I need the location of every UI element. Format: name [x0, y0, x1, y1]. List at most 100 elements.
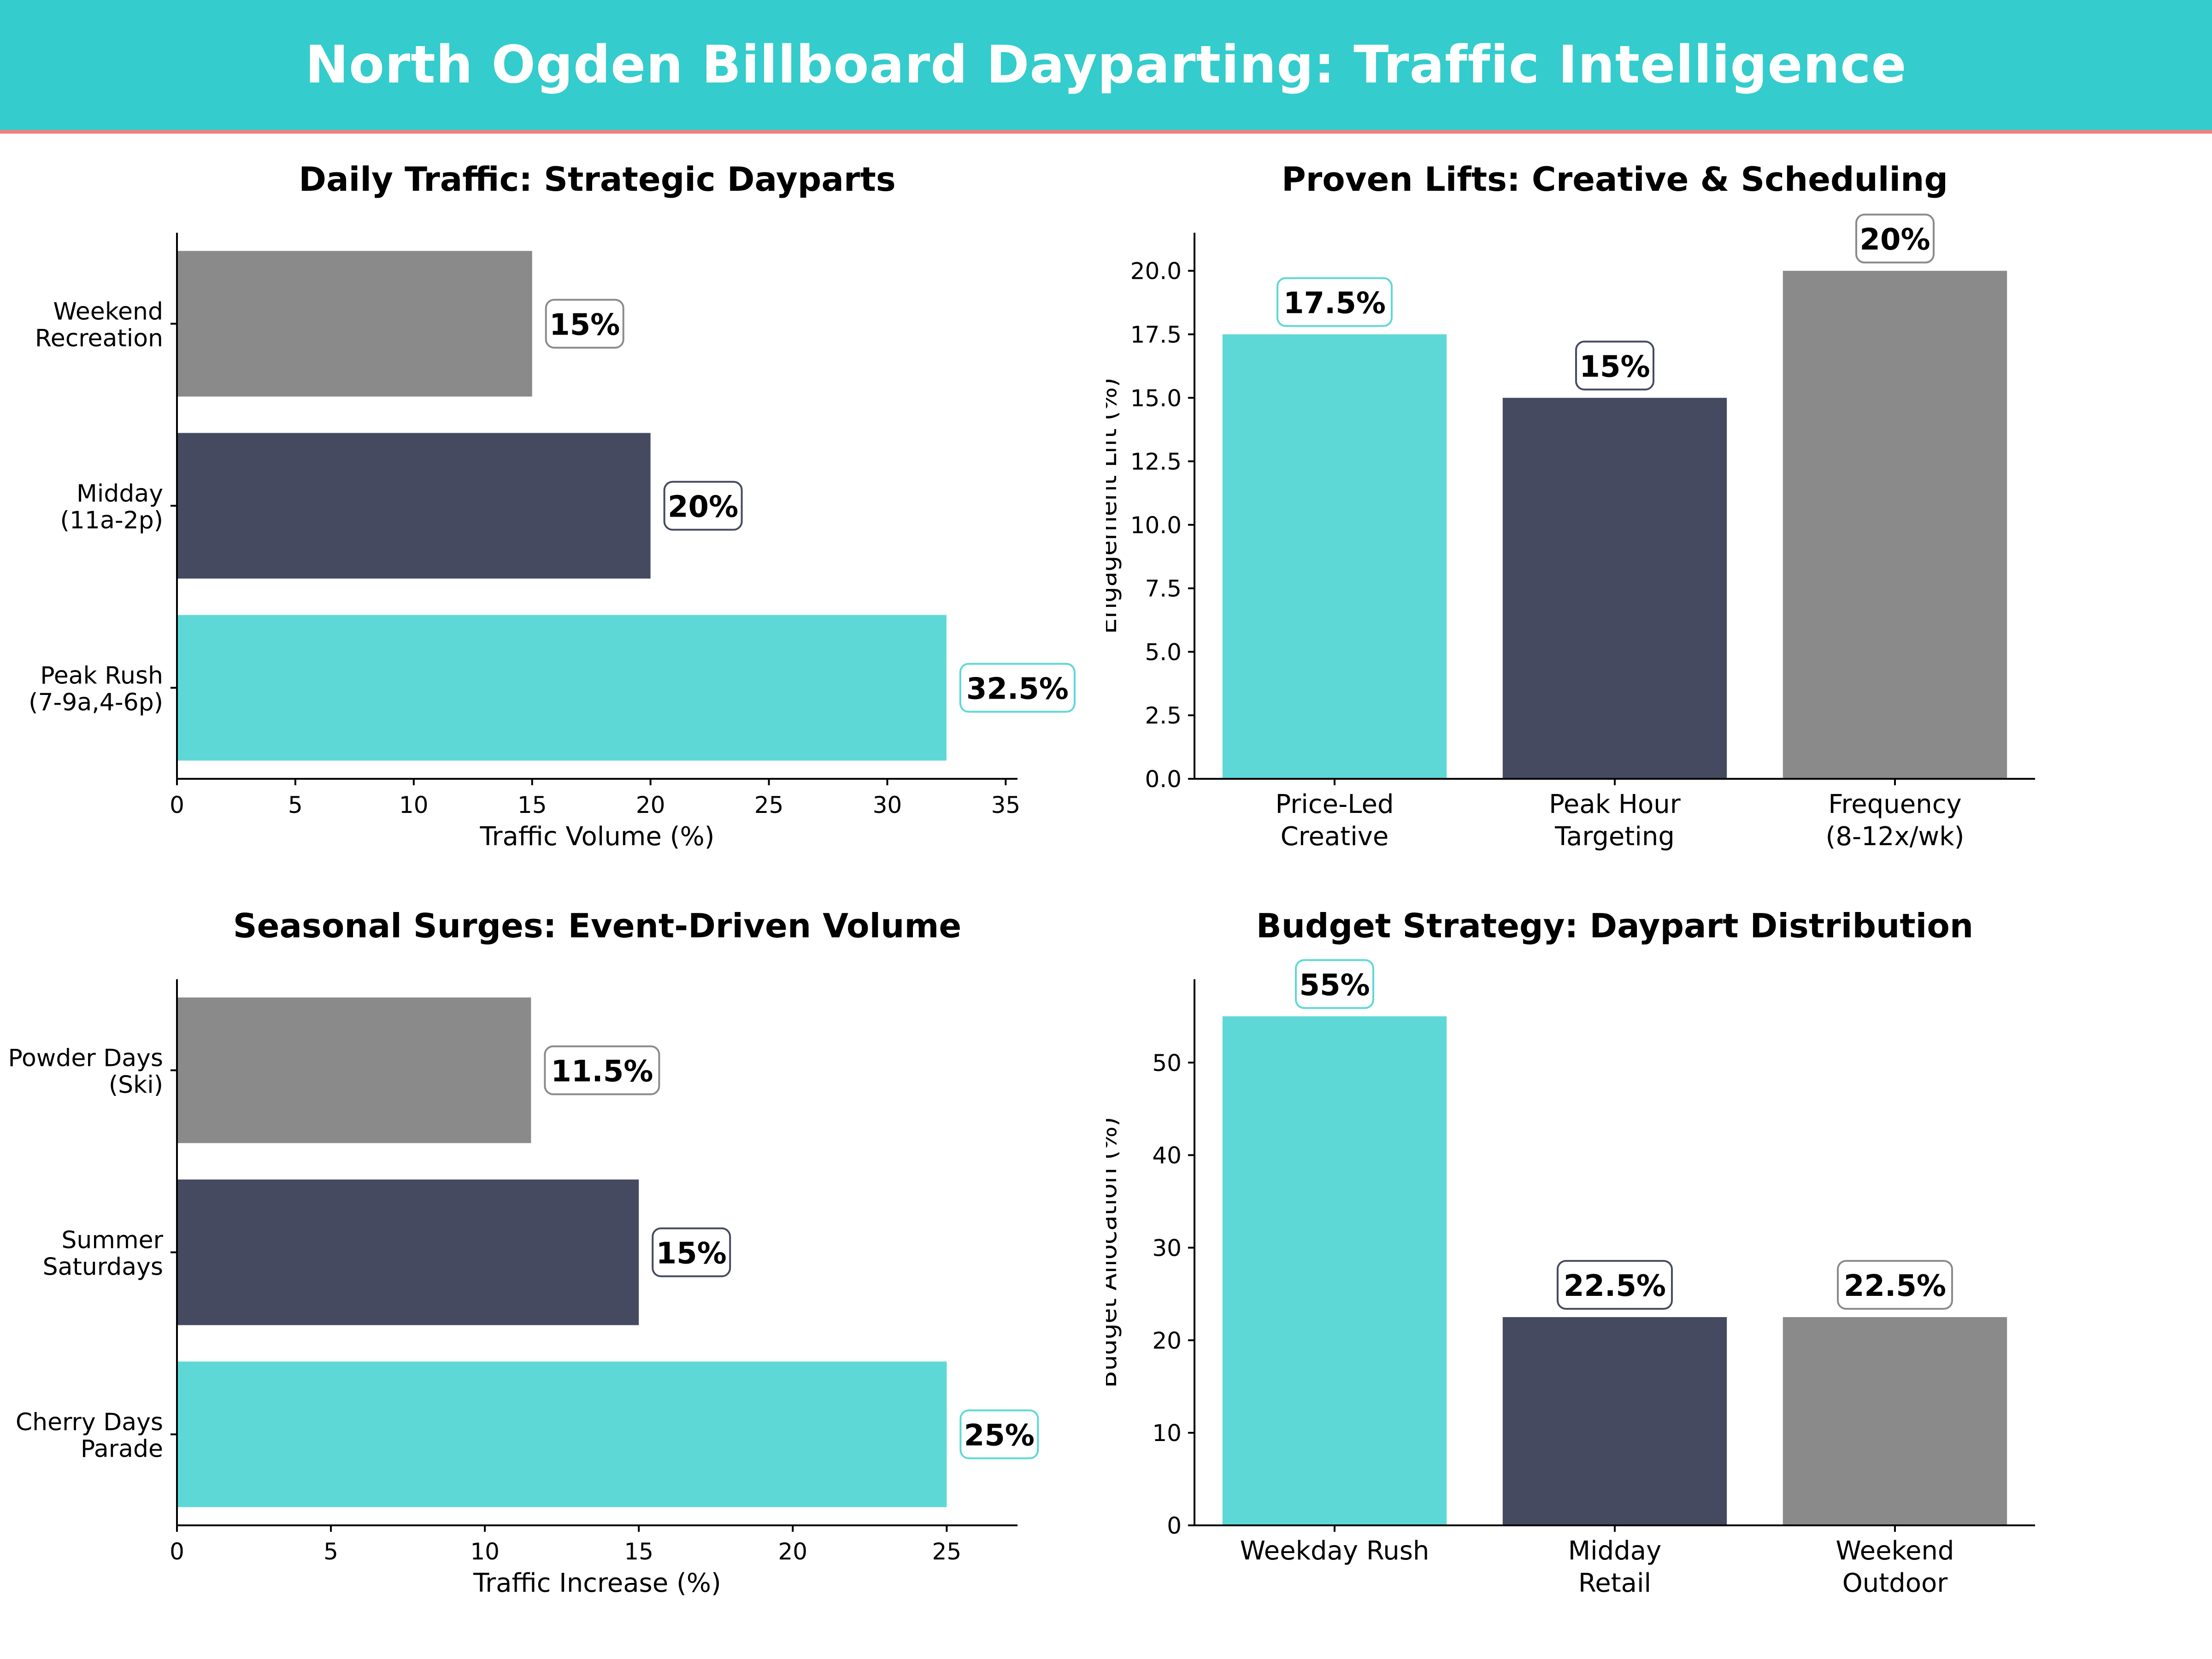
bar-value-label: 17.5%	[1283, 286, 1386, 320]
bar-value-label: 32.5%	[966, 672, 1069, 706]
category-label: (7-9a,4-6p)	[29, 689, 163, 717]
bar-value-label-box	[1295, 959, 1374, 1009]
bar-value-label: 25%	[964, 1419, 1035, 1453]
proven-lifts-chart: Proven Lifts: Creative & Scheduling 17.5%…	[1106, 160, 2035, 852]
page-title: North Ogden Billboard Dayparting: Traffi…	[305, 35, 1907, 95]
category-label: Targeting	[1554, 822, 1675, 852]
category-label: Midday	[76, 480, 163, 508]
bar	[1222, 334, 1447, 779]
bar	[1783, 1317, 2007, 1525]
bar	[1502, 1317, 1727, 1525]
bar	[177, 615, 947, 761]
daily-traffic-chart: Daily Traffic: Strategic Dayparts 32.5% Pe…	[29, 160, 1076, 852]
category-label: Peak Hour	[1549, 789, 1681, 819]
y-tick-label: 20.0	[1130, 258, 1182, 285]
bar	[177, 1361, 947, 1507]
bar-value-label-box	[1277, 277, 1393, 327]
category-label: Midday	[1568, 1536, 1661, 1566]
x-tick-label: 0	[170, 1538, 184, 1565]
bar-value-label-box	[1575, 341, 1654, 391]
bar-value-label-box	[545, 299, 624, 349]
x-tick-label: 20	[636, 792, 665, 818]
y-tick-label: 20	[1152, 1327, 1182, 1354]
category-label: Weekend	[1836, 1536, 1954, 1566]
category-label: Cherry Days	[16, 1409, 163, 1436]
bar	[1783, 271, 2007, 779]
bar-value-label: 15%	[656, 1237, 727, 1271]
category-label: Price-Led	[1275, 789, 1394, 819]
chart-title: Proven Lifts: Creative & Scheduling	[1282, 160, 1948, 199]
bar-value-label-box	[959, 663, 1076, 713]
chart-title: Seasonal Surges: Event-Driven Volume	[233, 906, 961, 945]
x-tick-label: 20	[778, 1538, 807, 1565]
x-tick-label: 25	[932, 1538, 962, 1565]
x-tick-label: 30	[873, 792, 902, 818]
bar	[1222, 1016, 1447, 1525]
category-label: (8-12x/wk)	[1825, 822, 1964, 852]
bar-value-label: 55%	[1299, 968, 1370, 1002]
x-axis-label: Traffic Volume (%)	[479, 822, 714, 852]
y-tick-label: 15.0	[1130, 385, 1182, 412]
x-tick-label: 25	[754, 792, 784, 818]
y-tick-label: 7.5	[1145, 576, 1182, 602]
category-label: Weekend	[53, 298, 163, 326]
category-label: Retail	[1578, 1568, 1651, 1598]
bar-value-label-box	[663, 481, 743, 531]
bar-value-label-box	[1855, 213, 1935, 264]
header-banner: North Ogden Billboard Dayparting: Traffi…	[0, 0, 2212, 134]
bar-value-label: 20%	[668, 490, 738, 524]
bar	[177, 433, 651, 579]
category-label: Recreation	[35, 325, 163, 353]
y-tick-label: 2.5	[1145, 702, 1182, 729]
category-label: Creative	[1281, 822, 1389, 852]
bar-value-label-box	[959, 1409, 1039, 1459]
y-tick-label: 30	[1152, 1235, 1182, 1261]
y-tick-label: 12.5	[1130, 448, 1182, 475]
category-label: Outdoor	[1842, 1568, 1948, 1598]
chart-title: Daily Traffic: Strategic Dayparts	[299, 160, 895, 199]
x-tick-label: 15	[518, 792, 547, 818]
x-tick-label: 5	[324, 1538, 338, 1565]
category-label: Parade	[81, 1435, 163, 1463]
category-label: (Ski)	[109, 1071, 163, 1099]
bar-value-label-box	[544, 1045, 660, 1095]
category-label: Powder Days	[8, 1045, 163, 1072]
y-tick-label: 10	[1152, 1420, 1182, 1447]
bar-value-label-box	[652, 1227, 731, 1277]
seasonal-surges-chart: Seasonal Surges: Event-Driven Volume 25% C…	[8, 906, 1039, 1598]
x-tick-label: 0	[170, 792, 184, 818]
bar-value-label-box	[1837, 1260, 1953, 1310]
category-label: Peak Rush	[40, 662, 163, 690]
category-label: Saturdays	[43, 1253, 163, 1281]
y-tick-label: 50	[1152, 1050, 1182, 1077]
bar	[177, 997, 531, 1143]
y-tick-label: 40	[1152, 1142, 1182, 1169]
y-axis-label: Engagement Lift (%)	[1106, 377, 1122, 634]
bar-value-label: 15%	[549, 308, 620, 342]
x-axis-label: Traffic Increase (%)	[473, 1568, 721, 1598]
y-axis-label: Budget Allocation (%)	[1106, 1117, 1122, 1388]
bar	[1502, 398, 1727, 779]
category-label: Weekday Rush	[1240, 1536, 1430, 1566]
category-label: Frequency	[1828, 789, 1961, 819]
bar-value-label: 20%	[1859, 223, 1930, 257]
budget-strategy-chart: Budget Strategy: Daypart Distribution 55%…	[1106, 906, 2035, 1598]
bar-value-label: 15%	[1579, 350, 1650, 384]
x-tick-label: 10	[399, 792, 429, 818]
bar	[177, 1179, 639, 1325]
x-tick-label: 35	[991, 792, 1020, 818]
bar-value-label: 22.5%	[1844, 1269, 1946, 1303]
category-label: Summer	[61, 1227, 163, 1254]
bar-value-label-box	[1557, 1260, 1673, 1310]
chart-title: Budget Strategy: Daypart Distribution	[1256, 906, 1973, 945]
bar	[177, 251, 532, 397]
x-tick-label: 5	[288, 792, 303, 818]
x-tick-label: 10	[470, 1538, 500, 1565]
y-tick-label: 5.0	[1145, 639, 1182, 665]
y-tick-label: 17.5	[1130, 321, 1182, 348]
bar-value-label: 22.5%	[1564, 1269, 1666, 1303]
x-tick-label: 15	[624, 1538, 653, 1565]
y-tick-label: 10.0	[1130, 512, 1182, 539]
y-tick-label: 0.0	[1145, 766, 1182, 793]
bar-value-label: 11.5%	[551, 1055, 653, 1089]
